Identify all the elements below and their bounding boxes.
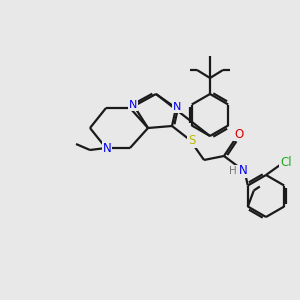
Text: N: N (238, 164, 247, 178)
Text: O: O (234, 128, 244, 140)
Text: N: N (129, 100, 137, 110)
Text: S: S (188, 134, 196, 148)
Text: N: N (173, 102, 181, 112)
Text: N: N (103, 142, 111, 154)
Text: Cl: Cl (280, 155, 292, 169)
Text: H: H (229, 166, 237, 176)
